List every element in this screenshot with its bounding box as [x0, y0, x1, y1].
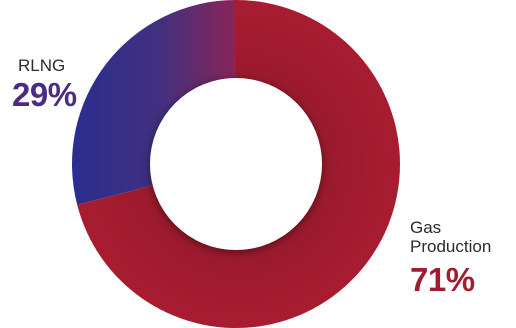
rlng-label-name: RLNG: [18, 56, 66, 75]
rlng-label-percent: 29%: [12, 76, 77, 113]
gas-production-label-name: Gas Production: [410, 218, 492, 256]
donut-hole: [150, 78, 322, 250]
gas-production-label: Gas Production 71%: [410, 218, 516, 297]
gas-production-label-percent: 71%: [410, 261, 475, 298]
rlng-label: RLNG 29%: [12, 56, 77, 112]
